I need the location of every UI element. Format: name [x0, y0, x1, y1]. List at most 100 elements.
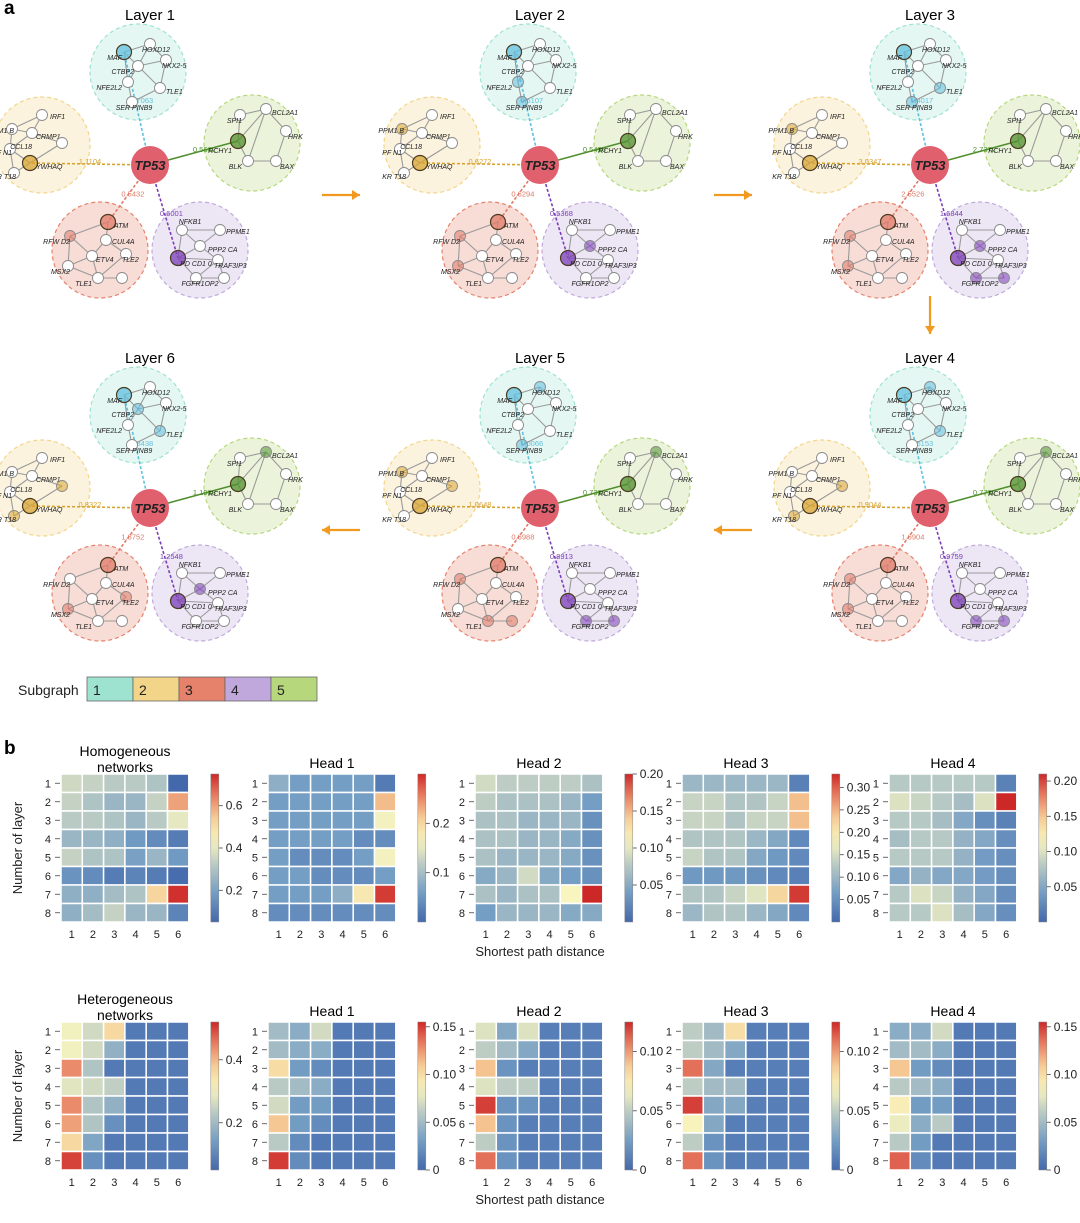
gene-node: [608, 272, 620, 284]
heatmap-cell: [81, 1132, 105, 1153]
gene-node: [452, 603, 464, 615]
gene-node: [6, 123, 18, 135]
y-tick-label: 1: [873, 778, 879, 790]
heatmap-cell: [288, 1132, 312, 1153]
heatmap-cell: [681, 1058, 705, 1079]
colorbar-tick-label: 0.25: [847, 803, 871, 817]
gene-node: [1009, 475, 1027, 493]
network-layer-1: Layer 1 0.7063 HOXD12 MAF CTBP2 NKX2-5 NFE2L2 T…: [0, 7, 303, 299]
gene-node: [505, 386, 523, 404]
heatmap-cell: [267, 810, 291, 831]
gene-label: CTBP2: [891, 412, 914, 419]
edge-weight-label: 2.5526: [901, 189, 924, 198]
gene-node: [872, 272, 884, 284]
heatmap-cell: [702, 902, 726, 923]
y-tick-label: 1: [666, 1026, 672, 1038]
heatmap-cell: [745, 1076, 768, 1097]
y-tick-label: 3: [45, 815, 51, 827]
gene-label: PPM1 B: [768, 471, 794, 478]
tp53-hub-label: TP53: [524, 158, 556, 173]
heatmap-cell: [745, 902, 768, 923]
legend-label: 2: [139, 682, 147, 698]
heatmap-6: Heterogeneous networks 1 2 3 4 5 6 7 8 1 2 3 4 5 6 0.2 0.…: [45, 991, 243, 1189]
heatmap-cell: [559, 1150, 583, 1171]
y-tick-label: 6: [252, 1119, 258, 1131]
gene-node: [559, 592, 577, 610]
y-tick-label: 4: [252, 1082, 258, 1094]
gene-node: [4, 486, 16, 498]
heatmap-cell: [994, 1058, 1018, 1079]
heatmap-cell: [352, 1132, 376, 1153]
edge-weight-label: 0.6272: [469, 157, 492, 166]
heatmap-cell: [145, 810, 169, 831]
gene-node: [1060, 468, 1072, 480]
heatmap-cell: [474, 884, 498, 905]
gene-node: [970, 615, 982, 627]
heatmap-cell: [495, 791, 519, 812]
gene-node: [895, 43, 913, 61]
colorbar-tick-label: 0.05: [1054, 880, 1078, 894]
gene-node: [608, 615, 620, 627]
gene-node: [144, 381, 156, 393]
heatmap-cell: [60, 1021, 84, 1042]
gene-node: [426, 109, 438, 121]
heatmap-cell: [994, 847, 1018, 868]
gene-label: NFKB1: [569, 562, 592, 569]
heatmap-cell: [580, 1150, 604, 1171]
heatmap-cell: [166, 1132, 190, 1153]
y-tick-label: 8: [459, 1156, 465, 1168]
gene-node: [144, 38, 156, 50]
y-tick-label: 1: [252, 1026, 258, 1038]
gene-node: [992, 597, 1004, 609]
gene-label: SPI1: [617, 461, 632, 468]
cluster-outline: [983, 437, 1080, 535]
subgraph-3-cluster: 0.6294 ATM RFW D2 CUL4A ETV4 TLE2 MSX2 TLE1: [433, 164, 541, 299]
heatmap-cell: [267, 1095, 291, 1116]
gene-edge: [487, 596, 517, 622]
heatmap-cell: [474, 791, 498, 812]
legend-label: 5: [277, 682, 285, 698]
x-tick-label: 1: [897, 929, 903, 941]
heatmap-cell: [538, 1095, 561, 1116]
heatmap-cell: [538, 902, 561, 923]
y-tick-label: 7: [45, 889, 51, 901]
heatmap-cell: [702, 773, 726, 794]
gene-node: [580, 615, 592, 627]
colorbar-tick-label: 0.05: [640, 878, 664, 892]
colorbar-tick-label: 0.30: [847, 780, 871, 794]
heatmap-cell: [516, 865, 540, 886]
gene-node: [522, 60, 534, 72]
y-tick-label: 6: [873, 1119, 879, 1131]
heatmap-cell: [973, 810, 997, 831]
gene-label: NFE2L2: [96, 428, 122, 435]
gene-label: HOXD12: [532, 390, 560, 397]
gene-label: BLK: [1009, 507, 1023, 514]
heatmap-cell: [495, 884, 519, 905]
gene-node: [212, 597, 224, 609]
heatmap-cell: [930, 865, 954, 886]
gene-label: RFW D2: [43, 582, 70, 589]
gene-node: [489, 213, 507, 231]
heatmap-cell: [166, 773, 190, 794]
colorbar-tick-label: 0: [1054, 1163, 1061, 1177]
heatmap-cell: [952, 1039, 975, 1060]
heatmap-cell: [580, 1039, 604, 1060]
heatmap-cell: [888, 1113, 912, 1134]
gene-node: [154, 82, 166, 94]
network-layer-5: Layer 5 1.0066 HOXD12 MAF CTBP2 NKX2-5 NFE2L2 T…: [378, 350, 693, 642]
gene-label: TLE1: [75, 281, 92, 288]
gene-node: [786, 466, 798, 478]
hub-edge: [903, 51, 931, 166]
gene-node: [940, 397, 952, 409]
heatmap-cell: [352, 847, 376, 868]
heatmap-cell: [516, 1132, 540, 1153]
gene-label: CCL18: [400, 487, 422, 494]
heatmap-cell: [580, 1132, 604, 1153]
heatmap-cell: [745, 1113, 768, 1134]
heatmap-5: Head 4 1 2 3 4 5 6 7 8 1 2 3 4 5 6 0.05 0.10 0.15 0.20: [873, 755, 1078, 941]
y-tick-label: 5: [873, 852, 879, 864]
heatmap-cell: [723, 1095, 747, 1116]
gene-label: BAX: [280, 164, 294, 171]
edge-weight-label: 0.9044: [859, 500, 882, 509]
cluster-outline: [0, 439, 91, 537]
